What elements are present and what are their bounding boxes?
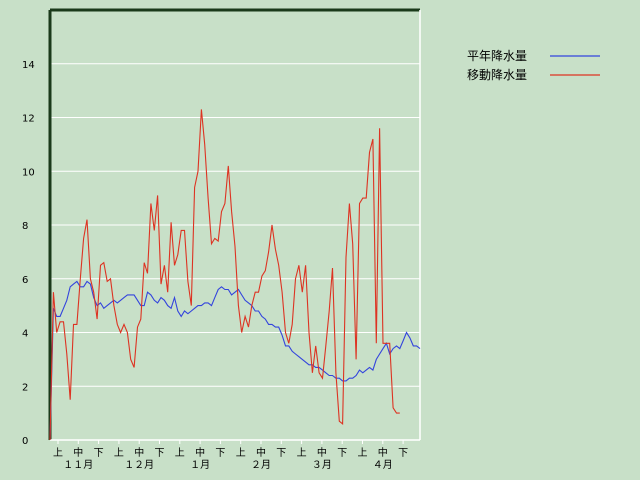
series-lines [49, 109, 421, 441]
y-tick-label: 4 [22, 329, 28, 340]
series-line-0 [49, 280, 421, 441]
x-month-label: １２月 [124, 459, 154, 471]
legend: 平年降水量 移動降水量 [467, 49, 600, 82]
grid-lines [50, 63, 420, 387]
x-tick-label: 下 [276, 448, 286, 459]
y-tick-label: 8 [22, 221, 28, 232]
x-tick-label: 下 [215, 448, 225, 459]
y-tick-label: 12 [22, 114, 35, 125]
x-month-label: １１月 [63, 459, 93, 471]
x-month-label: ２月 [251, 459, 271, 471]
legend-label-normal: 平年降水量 [467, 49, 527, 63]
x-tick-label: 上 [53, 447, 63, 459]
x-tick-label: 下 [398, 448, 408, 459]
y-tick-label: 2 [22, 382, 28, 393]
y-tick-label: 6 [22, 275, 28, 286]
x-tick-label: 上 [358, 447, 368, 459]
x-tick-label: 下 [155, 448, 165, 459]
x-month-label: １月 [190, 459, 210, 471]
x-tick-label: 中 [256, 446, 266, 459]
legend-label-moving: 移動降水量 [467, 68, 527, 82]
x-tick-label: 上 [114, 447, 124, 459]
x-tick-label: 下 [337, 448, 347, 459]
x-tick-label: 中 [378, 446, 388, 459]
x-tick-label: 上 [236, 447, 246, 459]
axes [48, 8, 421, 444]
x-month-label: ４月 [373, 459, 393, 471]
y-tick-label: 0 [22, 436, 28, 447]
x-tick-labels: 上中下上中下上中下上中下上中下上中下１１月 １２月 １月 ２月 ３月 ４月 [53, 446, 408, 471]
x-tick-label: 中 [317, 446, 327, 459]
x-tick-label: 中 [73, 446, 83, 459]
x-tick-label: 上 [297, 447, 307, 459]
y-tick-label: 14 [22, 60, 35, 71]
series-line-1 [49, 109, 400, 441]
y-tick-labels: 0 2 4 6 8 10 12 14 [22, 60, 35, 447]
x-tick-label: 中 [134, 446, 144, 459]
y-tick-label: 10 [22, 167, 35, 178]
x-tick-label: 下 [94, 448, 104, 459]
x-month-label: ３月 [312, 459, 332, 471]
x-tick-label: 中 [195, 446, 205, 459]
x-tick-label: 上 [175, 447, 185, 459]
